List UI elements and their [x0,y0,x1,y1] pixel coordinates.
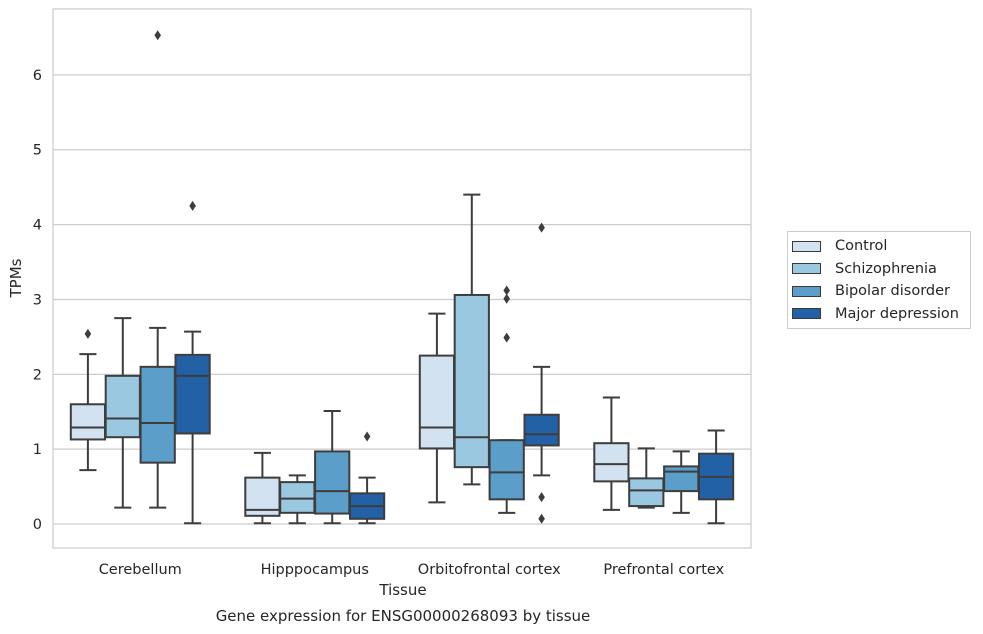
outlier-point [503,293,510,304]
box [488,285,525,514]
legend-swatch [792,240,821,252]
y-tick-label: 0 [33,517,42,533]
box [453,193,490,486]
box [139,30,176,509]
box-iqr [314,450,351,515]
outlier-point [154,30,161,41]
box [104,317,141,509]
box-iqr [628,477,665,508]
outlier-point [538,492,545,503]
series-schizophrenia [104,193,665,525]
box-iqr [523,413,560,447]
y-tick-label: 3 [33,292,42,308]
box-series [69,30,735,525]
box-iqr [418,354,456,450]
outlier-point [189,200,196,211]
plot-area [52,8,752,549]
outlier-point [84,328,92,339]
legend-item: Major depression [788,303,970,326]
legend-item: Schizophrenia [788,258,970,281]
legend-label: Schizophrenia [835,260,937,277]
series-control [69,312,630,525]
outlier-point [538,222,545,233]
outlier-point [363,431,371,442]
box [279,474,316,525]
box [663,450,700,514]
y-tick-label: 4 [33,218,42,234]
outlier-point [503,285,510,296]
box [69,328,107,472]
x-tick-label: Cerebellum [99,562,182,578]
legend: Control Schizophrenia Bipolar disorder Majo… [787,231,971,329]
x-tick-label: Hipppocampus [261,562,369,578]
box-iqr [279,481,316,514]
box-iqr [69,403,107,441]
box [244,451,281,525]
box-iqr [174,353,211,435]
box-iqr [139,365,176,464]
box [628,447,665,509]
outlier-point [503,332,510,343]
x-tick-label: Orbitofrontal cortex [418,562,561,578]
legend-label: Control [835,238,888,255]
legend-label: Bipolar disorder [835,283,950,300]
legend-swatch [792,285,821,297]
x-axis-label: Tissue [378,581,426,599]
box [418,312,456,504]
box [314,410,351,525]
box [697,429,735,525]
box [174,200,211,525]
legend-item: Control [788,235,970,258]
y-tick-label: 6 [33,68,42,84]
box-iqr [663,465,700,493]
chart-title: Gene expression for ENSG00000268093 by t… [216,607,591,625]
box-iqr [453,293,490,469]
y-tick-label: 2 [33,367,42,383]
series-bipolar-disorder [139,30,700,525]
box-iqr [593,442,630,483]
legend-swatch [792,263,821,275]
x-tick-label: Prefrontal cortex [603,562,724,578]
box [348,431,386,525]
y-tick-labels: 0 1 2 3 4 5 6 [33,68,42,533]
series-major-depression [174,200,735,525]
outlier-point [538,513,545,524]
y-tick-label: 1 [33,442,42,458]
y-axis-label: TPMs [7,258,25,298]
x-tick-labels: Cerebellum Hipppocampus Orbitofrontal cort… [99,562,725,578]
box-iqr [488,439,525,501]
y-tick-label: 5 [33,143,42,159]
box-iqr [104,374,141,439]
box [593,396,630,511]
box [523,222,560,524]
legend-label: Major depression [835,305,959,322]
legend-swatch [792,308,821,320]
legend-item: Bipolar disorder [788,280,970,303]
